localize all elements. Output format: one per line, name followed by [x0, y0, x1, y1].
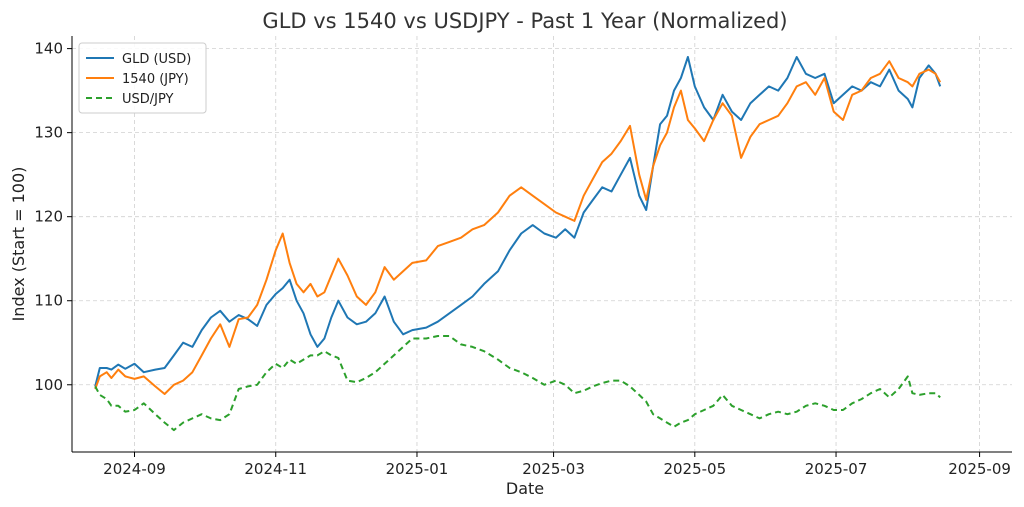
- series-line-2: [94, 335, 941, 432]
- legend-label-1: 1540 (JPY): [122, 72, 189, 87]
- x-tick-label: 2025-09: [948, 460, 1011, 478]
- x-tick-label: 2024-11: [244, 460, 307, 478]
- legend-label-0: GLD (USD): [122, 52, 191, 67]
- y-tick-label: 130: [34, 124, 63, 142]
- series-line-0: [94, 56, 942, 387]
- legend-label-2: USD/JPY: [122, 92, 174, 107]
- x-tick-label: 2025-07: [805, 460, 868, 478]
- axes: [71, 36, 1012, 453]
- y-tick-label: 120: [34, 208, 63, 226]
- series-line-1: [94, 60, 942, 395]
- x-tick-label: 2025-05: [663, 460, 726, 478]
- y-tick-label: 110: [34, 292, 63, 310]
- legend: GLD (USD) 1540 (JPY) USD/JPY: [78, 42, 207, 114]
- series-group: [94, 56, 942, 432]
- legend-box: [78, 42, 207, 114]
- y-tick-label: 140: [34, 40, 63, 58]
- chart-title: GLD vs 1540 vs USDJPY - Past 1 Year (Nor…: [262, 9, 787, 33]
- x-axis-title: Date: [506, 479, 544, 498]
- x-tick-label: 2025-03: [522, 460, 585, 478]
- y-axis-title: Index (Start = 100): [9, 167, 28, 322]
- y-tick-label: 100: [34, 376, 63, 394]
- x-tick-label: 2024-09: [103, 460, 166, 478]
- y-ticks: 100 110 120 130 140: [34, 40, 72, 394]
- grid: [72, 36, 1012, 452]
- x-tick-label: 2025-01: [386, 460, 449, 478]
- x-ticks: 2024-09 2024-11 2025-01 2025-03 2025-05 2025-…: [103, 452, 1011, 478]
